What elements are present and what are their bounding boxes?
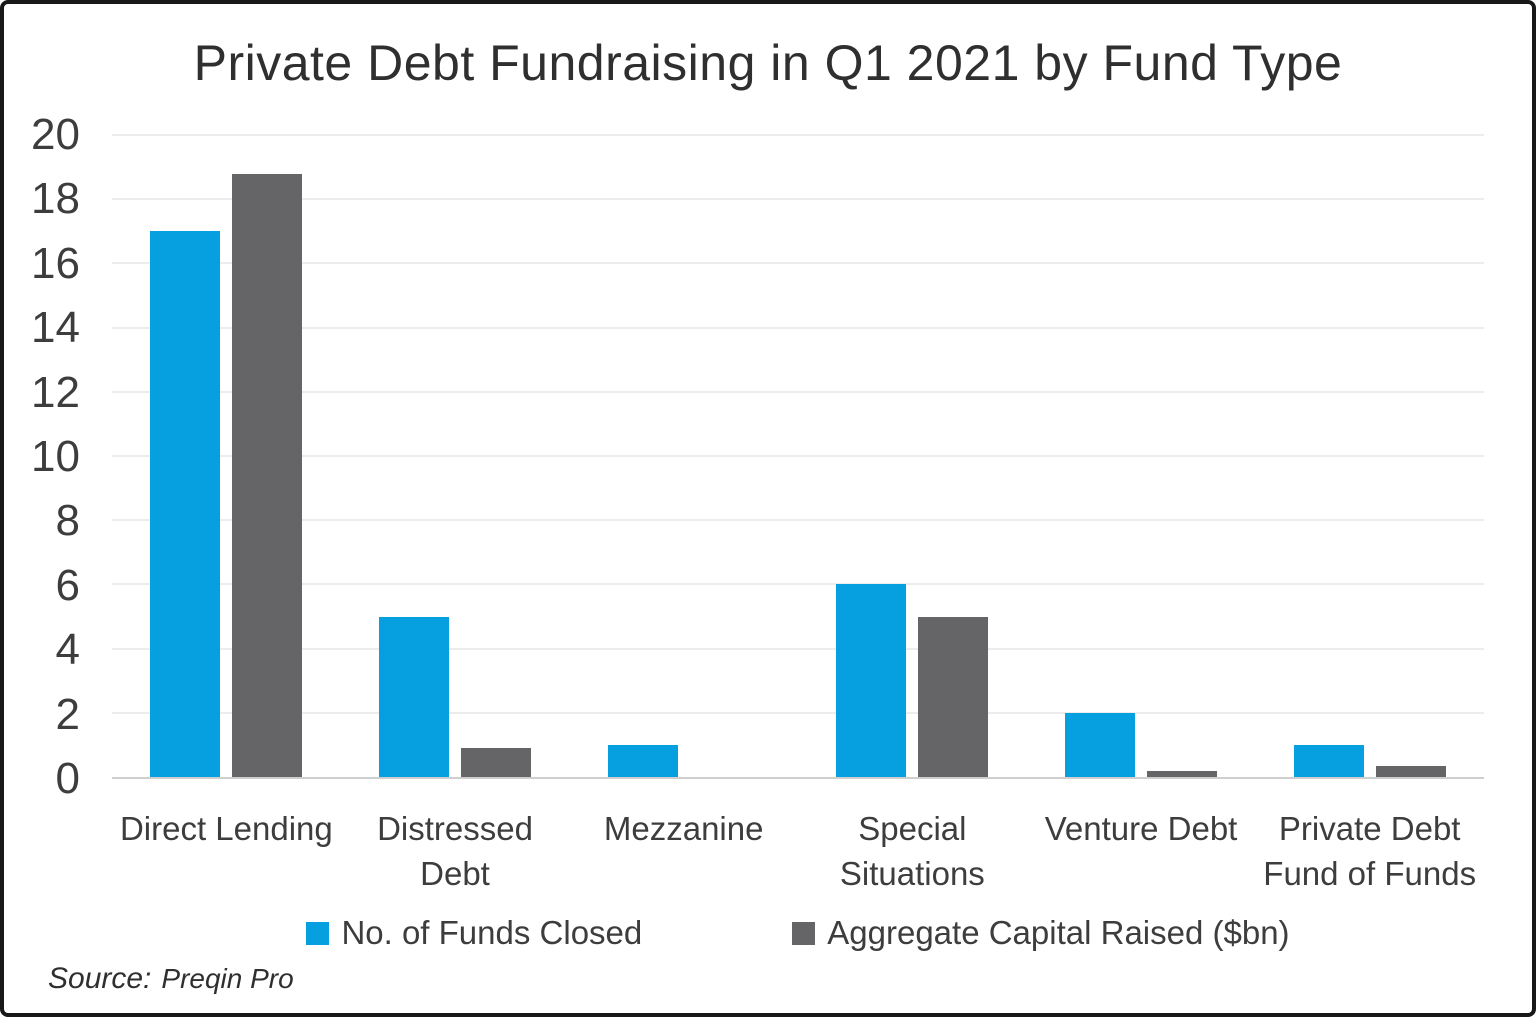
bar-group [341, 135, 570, 777]
legend-label: No. of Funds Closed [341, 914, 643, 951]
x-axis-labels: Direct Lending Distressed Debt Mezzanine Sp… [112, 799, 1484, 896]
y-tick-label: 16 [31, 238, 80, 288]
x-category-label: Special Situations [839, 810, 985, 892]
bar-groups [112, 135, 1484, 777]
bar-series-1 [918, 616, 989, 777]
x-category-label: Direct Lending [119, 810, 333, 847]
y-tick-label: 20 [31, 110, 80, 159]
chart-title: Private Debt Fundraising in Q1 2021 by F… [193, 35, 1343, 91]
gridline [112, 326, 1484, 329]
bar-series-0 [1065, 712, 1136, 777]
gridline [112, 647, 1484, 650]
bar-group [1255, 135, 1484, 777]
legend-swatch-icon [792, 921, 816, 945]
bar-series-0 [1293, 744, 1364, 777]
y-tick-label: 2 [55, 689, 80, 739]
y-tick-label: 14 [31, 303, 80, 353]
bar-group [798, 135, 1027, 777]
x-category-label: Mezzanine [603, 810, 764, 847]
y-tick-label: 12 [31, 367, 80, 417]
y-tick-label: 6 [55, 560, 80, 610]
x-category-label: Private Debt Fund of Funds [1263, 810, 1477, 892]
bar-series-0 [150, 231, 221, 777]
legend-label: Aggregate Capital Raised ($bn) [827, 914, 1290, 951]
bar-series-1 [461, 748, 531, 777]
gridline [112, 262, 1484, 265]
source-note: Source: Preqin Pro [48, 962, 294, 996]
legend: No. of Funds Closed Aggregate Capital Rai… [112, 914, 1484, 952]
bar-series-1 [1375, 765, 1446, 777]
bar-group [569, 135, 798, 777]
legend-item-0: No. of Funds Closed [306, 914, 642, 952]
gridline [112, 134, 1484, 136]
legend-item-1: Aggregate Capital Raised ($bn) [792, 914, 1290, 952]
y-axis: 0 2 4 6 8 10 12 14 16 18 20 [4, 113, 80, 801]
y-tick-label: 4 [55, 625, 80, 675]
bar-group [1027, 135, 1256, 777]
bar-series-0 [379, 616, 449, 777]
x-category-label: Venture Debt [1044, 810, 1238, 847]
x-category-label: Distressed Debt [377, 810, 533, 892]
gridline [112, 455, 1484, 457]
bar-series-1 [232, 173, 303, 777]
source-label: Source: [48, 962, 152, 995]
gridline [112, 198, 1484, 201]
gridline [112, 390, 1484, 393]
bar-series-0 [836, 584, 907, 777]
bar-series-1 [1147, 770, 1218, 777]
legend-swatch-icon [306, 921, 330, 945]
plot-area [112, 134, 1484, 779]
bar-series-0 [607, 744, 678, 777]
gridline [112, 583, 1484, 586]
y-tick-label: 18 [31, 174, 80, 224]
gridline [112, 711, 1484, 714]
y-tick-label: 10 [31, 432, 80, 481]
gridline [112, 519, 1484, 522]
bar-group [112, 135, 341, 777]
source-value: Preqin Pro [161, 963, 294, 994]
y-tick-label: 8 [55, 496, 80, 546]
y-tick-label: 0 [55, 754, 80, 803]
